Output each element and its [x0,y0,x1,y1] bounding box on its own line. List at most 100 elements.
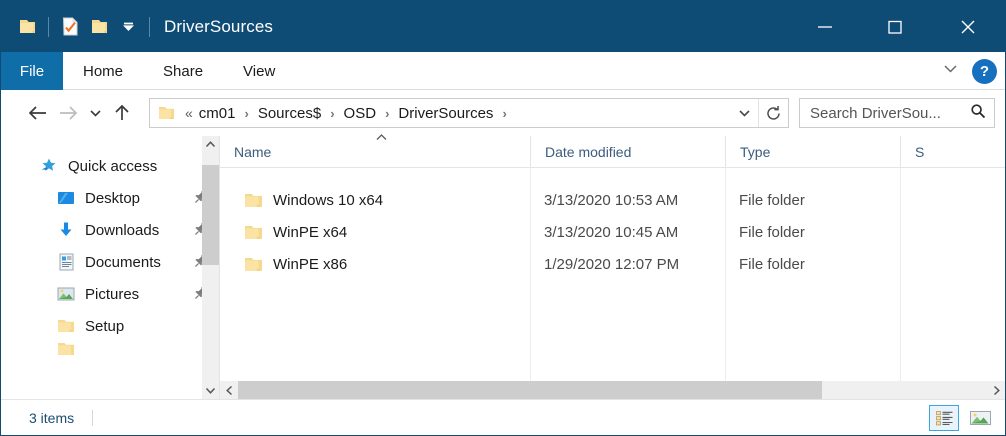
search-input[interactable]: Search DriverSou... [799,98,995,128]
table-row[interactable]: Windows 10 x64 3/13/2020 10:53 AM File f… [220,184,1005,216]
address-bar: « cm01 › Sources$ › OSD › DriverSources … [1,90,1005,136]
sidebar-item-label: Downloads [85,221,160,239]
minimize-button[interactable] [790,1,860,52]
breadcrumb-overflow[interactable]: « [185,105,193,121]
address-dropdown-chevron-down-icon[interactable] [730,107,758,119]
breadcrumb-separator[interactable]: › [502,105,507,121]
details-view-button[interactable] [929,405,959,431]
minimize-ribbon-chevron-down-icon[interactable] [941,62,960,80]
sidebar-item-partial[interactable] [1,342,219,356]
qat-separator [48,16,49,37]
properties-icon[interactable] [57,14,83,40]
sidebar-item-label: Documents [85,253,161,271]
tab-home[interactable]: Home [83,62,124,80]
close-button[interactable] [930,1,1005,52]
search-icon[interactable] [970,103,986,124]
column-label: S [915,143,925,160]
file-name: Windows 10 x64 [273,191,384,209]
refresh-icon[interactable] [758,99,788,127]
cell-name: WinPE x64 [220,224,530,241]
folder-icon[interactable] [14,14,40,40]
pane-divider[interactable] [219,136,220,399]
breadcrumb[interactable]: « cm01 › Sources$ › OSD › DriverSources … [149,98,789,128]
cell-date-modified: 3/13/2020 10:53 AM [544,191,679,209]
pictures-icon [56,284,76,304]
folder-icon [56,342,76,356]
customize-qat-chevron-down-icon[interactable] [115,14,141,40]
ribbon-tabs: File Home Share View ? [1,52,1005,90]
breadcrumb-folder-icon [150,105,181,121]
column-header-type[interactable]: Type [725,136,900,167]
table-row[interactable]: WinPE x86 1/29/2020 12:07 PM File folder [220,248,1005,280]
sidebar-item-label: Desktop [85,189,141,207]
ribbon-right-controls: ? [941,52,997,90]
column-label: Name [234,143,272,160]
scroll-up-arrow[interactable] [202,136,219,153]
maximize-button[interactable] [860,1,930,52]
new-folder-icon[interactable] [86,14,112,40]
column-header-name[interactable]: Name [220,134,530,167]
cell-type: File folder [739,191,805,209]
tab-view[interactable]: View [243,62,276,80]
breadcrumb-separator[interactable]: › [330,105,335,121]
breadcrumb-separator[interactable]: › [244,105,249,121]
navigation-pane-scrollbar[interactable] [202,136,219,399]
breadcrumb-item-driversources[interactable]: DriverSources [398,104,494,122]
breadcrumb-item-cm01[interactable]: cm01 [198,104,236,122]
navigation-pane: Quick access Desktop [1,136,219,399]
item-count: 3 items [29,409,75,426]
breadcrumb-item-sources[interactable]: Sources$ [257,104,322,122]
breadcrumb-separator[interactable]: › [385,105,390,121]
scroll-down-arrow[interactable] [202,382,219,399]
forward-button [53,98,83,128]
up-button[interactable] [107,98,137,128]
title-separator [149,16,150,37]
download-icon [56,220,76,240]
scroll-left-arrow[interactable] [220,381,238,399]
column-header-date-modified[interactable]: Date modified [530,136,725,167]
back-button[interactable] [23,98,53,128]
sidebar-item-label: Quick access [68,157,158,175]
tab-file[interactable]: File [1,52,63,90]
breadcrumb-item-osd[interactable]: OSD [343,104,377,122]
help-button[interactable]: ? [972,58,997,84]
view-mode-buttons [929,400,995,436]
folder-icon [244,256,263,273]
recent-locations-chevron-down-icon[interactable] [83,98,107,128]
column-header-size[interactable]: S [900,136,1005,167]
file-name: WinPE x86 [273,255,348,273]
file-list-pane: Name Date modified Type S [220,134,1005,399]
sidebar-item-downloads[interactable]: Downloads [1,214,219,246]
documents-icon [56,252,76,272]
scroll-right-arrow[interactable] [987,381,1005,399]
sidebar-item-setup[interactable]: Setup [1,310,219,342]
file-list-horizontal-scrollbar[interactable] [220,381,1005,399]
sidebar-item-desktop[interactable]: Desktop [1,182,219,214]
title-bar: DriverSources [1,1,1005,52]
scrollbar-track[interactable] [238,381,987,399]
cell-name: WinPE x86 [220,256,530,273]
file-rows: Windows 10 x64 3/13/2020 10:53 AM File f… [220,168,1005,381]
large-icons-view-button[interactable] [965,405,995,431]
folder-icon [244,224,263,241]
column-divider-line [900,168,901,381]
scrollbar-thumb[interactable] [238,381,823,399]
column-headers: Name Date modified Type S [220,134,1005,168]
explorer-body: Quick access Desktop [1,134,1005,399]
status-separator [92,409,94,426]
sidebar-item-label: Setup [85,317,125,335]
file-name: WinPE x64 [273,223,348,241]
scrollbar-thumb[interactable] [202,165,219,265]
desktop-icon [56,188,76,208]
sidebar-item-pictures[interactable]: Pictures [1,278,219,310]
sidebar-item-label: Pictures [85,285,140,303]
window-controls [790,1,1005,52]
sidebar-item-documents[interactable]: Documents [1,246,219,278]
sort-ascending-caret-icon [375,132,388,144]
table-row[interactable]: WinPE x64 3/13/2020 10:45 AM File folder [220,216,1005,248]
tab-share[interactable]: Share [163,62,204,80]
column-label: Date modified [545,143,632,160]
search-placeholder: Search DriverSou... [810,104,941,122]
scrollbar-track[interactable] [202,153,219,382]
sidebar-item-quick-access[interactable]: Quick access [1,150,219,182]
